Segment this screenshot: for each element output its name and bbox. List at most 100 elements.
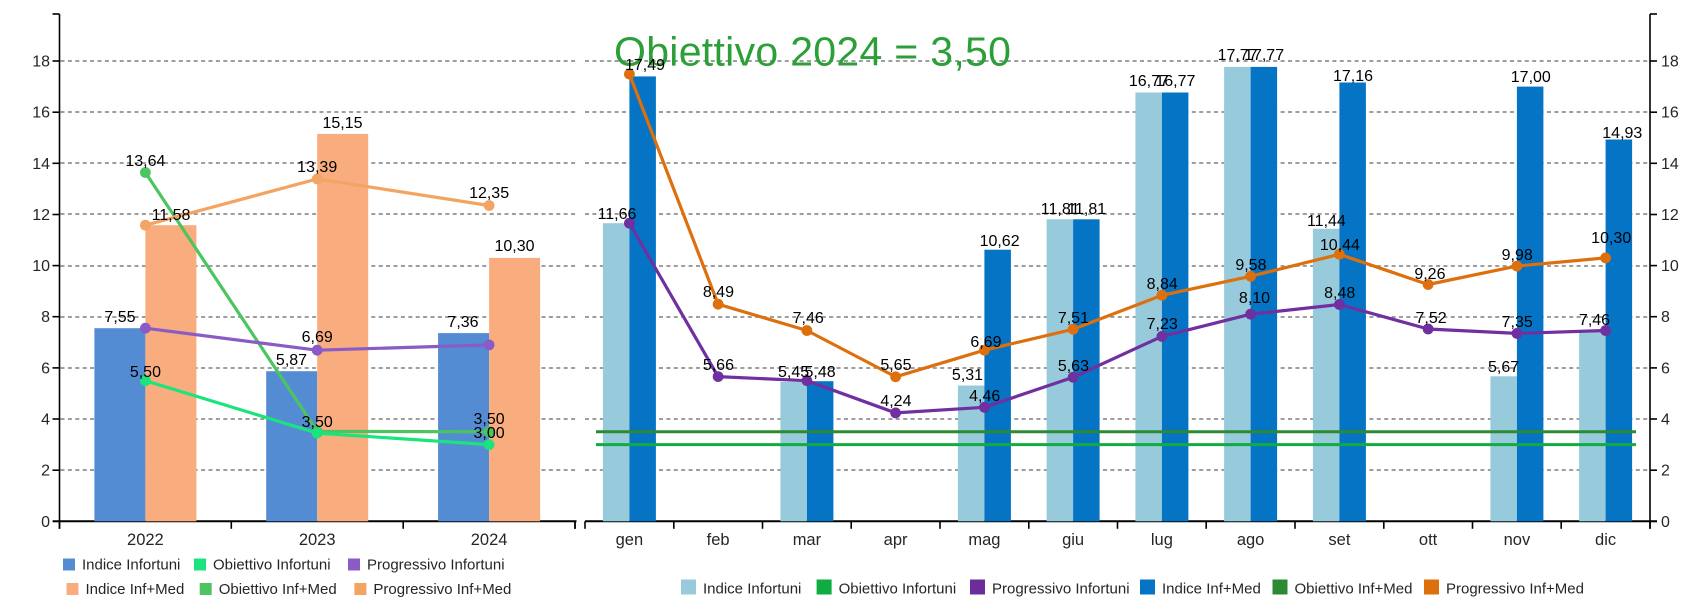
svg-text:10,30: 10,30: [1591, 230, 1631, 247]
svg-text:16,77: 16,77: [1129, 73, 1169, 90]
svg-text:6: 6: [1661, 360, 1670, 377]
svg-text:7,23: 7,23: [1147, 316, 1178, 333]
svg-text:8,84: 8,84: [1147, 276, 1178, 293]
svg-text:Obiettivo Inf+Med: Obiettivo Inf+Med: [219, 581, 337, 598]
svg-text:4,46: 4,46: [969, 388, 1000, 405]
svg-text:5,45: 5,45: [778, 364, 809, 381]
svg-text:0: 0: [41, 514, 50, 531]
svg-text:10,44: 10,44: [1320, 237, 1360, 254]
svg-text:10,62: 10,62: [980, 233, 1020, 250]
svg-text:10: 10: [32, 258, 50, 275]
svg-text:set: set: [1328, 531, 1350, 549]
svg-text:16: 16: [32, 105, 50, 122]
svg-text:5,63: 5,63: [1058, 358, 1089, 375]
svg-text:9,98: 9,98: [1502, 247, 1533, 264]
svg-text:13,64: 13,64: [125, 153, 165, 170]
svg-text:ott: ott: [1419, 531, 1438, 549]
svg-text:6,69: 6,69: [302, 329, 333, 346]
svg-text:6,69: 6,69: [970, 334, 1001, 351]
svg-text:9,58: 9,58: [1235, 257, 1266, 274]
svg-text:7,46: 7,46: [1579, 312, 1610, 329]
svg-text:apr: apr: [884, 531, 908, 549]
svg-text:5,50: 5,50: [130, 364, 161, 381]
svg-text:0: 0: [1661, 514, 1670, 531]
svg-text:mar: mar: [793, 531, 822, 549]
svg-text:14: 14: [32, 156, 50, 173]
svg-text:18: 18: [1661, 54, 1679, 71]
svg-text:5,87: 5,87: [276, 352, 307, 369]
svg-text:14: 14: [1661, 156, 1679, 173]
svg-text:13,39: 13,39: [297, 159, 337, 176]
svg-text:nov: nov: [1504, 531, 1531, 549]
svg-text:7,46: 7,46: [793, 310, 824, 327]
svg-text:17,16: 17,16: [1333, 68, 1373, 85]
svg-text:11,81: 11,81: [1041, 201, 1080, 218]
svg-text:8,48: 8,48: [1324, 285, 1355, 302]
svg-text:2023: 2023: [299, 531, 336, 549]
svg-text:10: 10: [1661, 258, 1679, 275]
svg-text:16,77: 16,77: [1155, 73, 1195, 90]
svg-text:8,49: 8,49: [703, 284, 734, 301]
svg-text:16: 16: [1661, 105, 1679, 122]
svg-text:11,44: 11,44: [1307, 213, 1346, 230]
svg-text:18: 18: [32, 54, 50, 71]
svg-text:14,93: 14,93: [1602, 125, 1642, 142]
svg-text:5,31: 5,31: [952, 367, 983, 384]
svg-text:Progressivo Infortuni: Progressivo Infortuni: [992, 581, 1130, 598]
svg-text:17,77: 17,77: [1244, 47, 1284, 64]
svg-text:Indice Infortuni: Indice Infortuni: [82, 557, 180, 574]
svg-text:15,15: 15,15: [322, 115, 362, 132]
svg-text:7,55: 7,55: [104, 309, 135, 326]
svg-text:mag: mag: [968, 531, 1000, 549]
svg-text:8,10: 8,10: [1239, 290, 1270, 307]
svg-text:4,24: 4,24: [880, 393, 911, 410]
svg-text:5,65: 5,65: [880, 357, 911, 374]
svg-text:7,36: 7,36: [447, 314, 478, 331]
svg-text:7,52: 7,52: [1416, 310, 1447, 327]
svg-text:17,00: 17,00: [1511, 69, 1551, 86]
svg-text:4: 4: [41, 412, 50, 429]
svg-text:4: 4: [1661, 412, 1670, 429]
svg-text:2: 2: [41, 463, 50, 480]
svg-text:12: 12: [32, 207, 50, 224]
svg-text:6: 6: [41, 360, 50, 377]
svg-text:3,50: 3,50: [302, 414, 333, 431]
svg-text:11,66: 11,66: [598, 206, 637, 223]
svg-text:lug: lug: [1151, 531, 1173, 549]
svg-text:Indice Inf+Med: Indice Inf+Med: [1162, 581, 1261, 598]
svg-text:gen: gen: [616, 531, 644, 549]
svg-text:giu: giu: [1062, 531, 1084, 549]
svg-text:dic: dic: [1595, 531, 1616, 549]
svg-text:5,66: 5,66: [703, 357, 734, 374]
svg-text:7,51: 7,51: [1058, 310, 1089, 327]
svg-text:10,30: 10,30: [494, 238, 534, 255]
svg-text:5,48: 5,48: [805, 364, 836, 381]
svg-text:2: 2: [1661, 463, 1670, 480]
svg-text:12,35: 12,35: [469, 185, 509, 202]
svg-text:2024: 2024: [471, 531, 508, 549]
svg-text:3,50: 3,50: [474, 411, 505, 428]
svg-text:9,26: 9,26: [1414, 266, 1445, 283]
svg-text:17,77: 17,77: [1218, 47, 1258, 64]
svg-text:8: 8: [1661, 309, 1670, 326]
svg-text:Obiettivo Inf+Med: Obiettivo Inf+Med: [1295, 581, 1413, 598]
svg-text:Obiettivo Infortuni: Obiettivo Infortuni: [213, 557, 331, 574]
svg-text:Progressivo Infortuni: Progressivo Infortuni: [367, 557, 505, 574]
svg-text:Indice Inf+Med: Indice Inf+Med: [86, 581, 185, 598]
svg-text:11,58: 11,58: [152, 207, 191, 224]
svg-text:feb: feb: [707, 531, 730, 549]
svg-text:Obiettivo 2024 = 3,50: Obiettivo 2024 = 3,50: [614, 29, 1011, 75]
svg-text:Indice Infortuni: Indice Infortuni: [703, 581, 801, 598]
svg-text:5,67: 5,67: [1488, 359, 1519, 376]
svg-text:Obiettivo Infortuni: Obiettivo Infortuni: [839, 581, 957, 598]
svg-text:12: 12: [1661, 207, 1679, 224]
svg-text:11,81: 11,81: [1067, 201, 1106, 218]
svg-text:3,00: 3,00: [474, 425, 505, 442]
svg-text:8: 8: [41, 309, 50, 326]
svg-text:17,49: 17,49: [625, 57, 665, 74]
svg-text:7,35: 7,35: [1502, 314, 1533, 331]
svg-text:ago: ago: [1237, 531, 1265, 549]
svg-text:Progressivo Inf+Med: Progressivo Inf+Med: [373, 581, 511, 598]
svg-text:Progressivo Inf+Med: Progressivo Inf+Med: [1446, 581, 1584, 598]
svg-text:2022: 2022: [127, 531, 164, 549]
